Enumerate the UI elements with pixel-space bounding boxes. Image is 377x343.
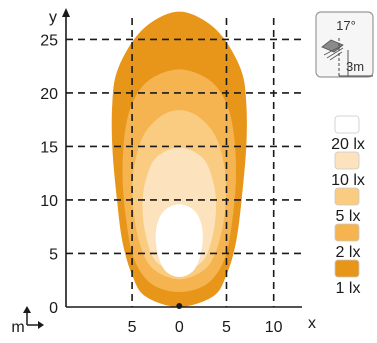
y-axis-label: y: [49, 9, 57, 26]
legend: 20 lx 10 lx 5 lx 2 lx 1 lx: [331, 115, 365, 297]
unit-label: m: [11, 319, 24, 336]
y-tick-label: 10: [40, 193, 58, 210]
y-tick-label: 15: [40, 139, 58, 156]
legend-swatch: [334, 223, 360, 242]
axes: [62, 8, 302, 309]
legend-swatch: [334, 259, 360, 278]
inset-height-label: 3m: [346, 59, 364, 74]
light-source-marker: [176, 303, 183, 309]
legend-label: 20 lx: [331, 136, 365, 153]
legend-swatch: [334, 187, 360, 206]
grid-lines: [66, 18, 302, 307]
legend-label: 10 lx: [331, 172, 365, 189]
lamp-icon: [321, 39, 344, 61]
inset-angle-label: 17°: [336, 18, 356, 33]
x-tick-label: 0: [175, 319, 184, 336]
isolux-contours: [111, 11, 247, 307]
legend-swatch: [334, 115, 360, 134]
y-tick-label: 25: [40, 32, 58, 49]
y-tick-label: 0: [49, 300, 58, 317]
unit-arrow-right-head: [38, 321, 44, 329]
legend-label: 5 lx: [336, 208, 361, 225]
x-tick-label: 5: [128, 319, 137, 336]
y-axis-arrow: [62, 8, 70, 17]
x-tick-label: 5: [222, 319, 231, 336]
mounting-inset: 17° 3m: [315, 11, 374, 78]
unit-arrow-up-head: [23, 306, 31, 313]
legend-label: 1 lx: [336, 280, 361, 297]
y-tick-label: 20: [40, 86, 58, 103]
tick-labels: 0 5 10 15 20 25 5 0 5 10 y x m: [11, 9, 316, 336]
contour-20-lx: [155, 204, 203, 277]
x-tick-label: 10: [265, 319, 283, 336]
inset-frame: [315, 11, 374, 78]
legend-swatch: [334, 151, 360, 170]
y-tick-label: 5: [49, 246, 58, 263]
x-axis-label: x: [308, 315, 316, 332]
legend-label: 2 lx: [336, 244, 361, 261]
